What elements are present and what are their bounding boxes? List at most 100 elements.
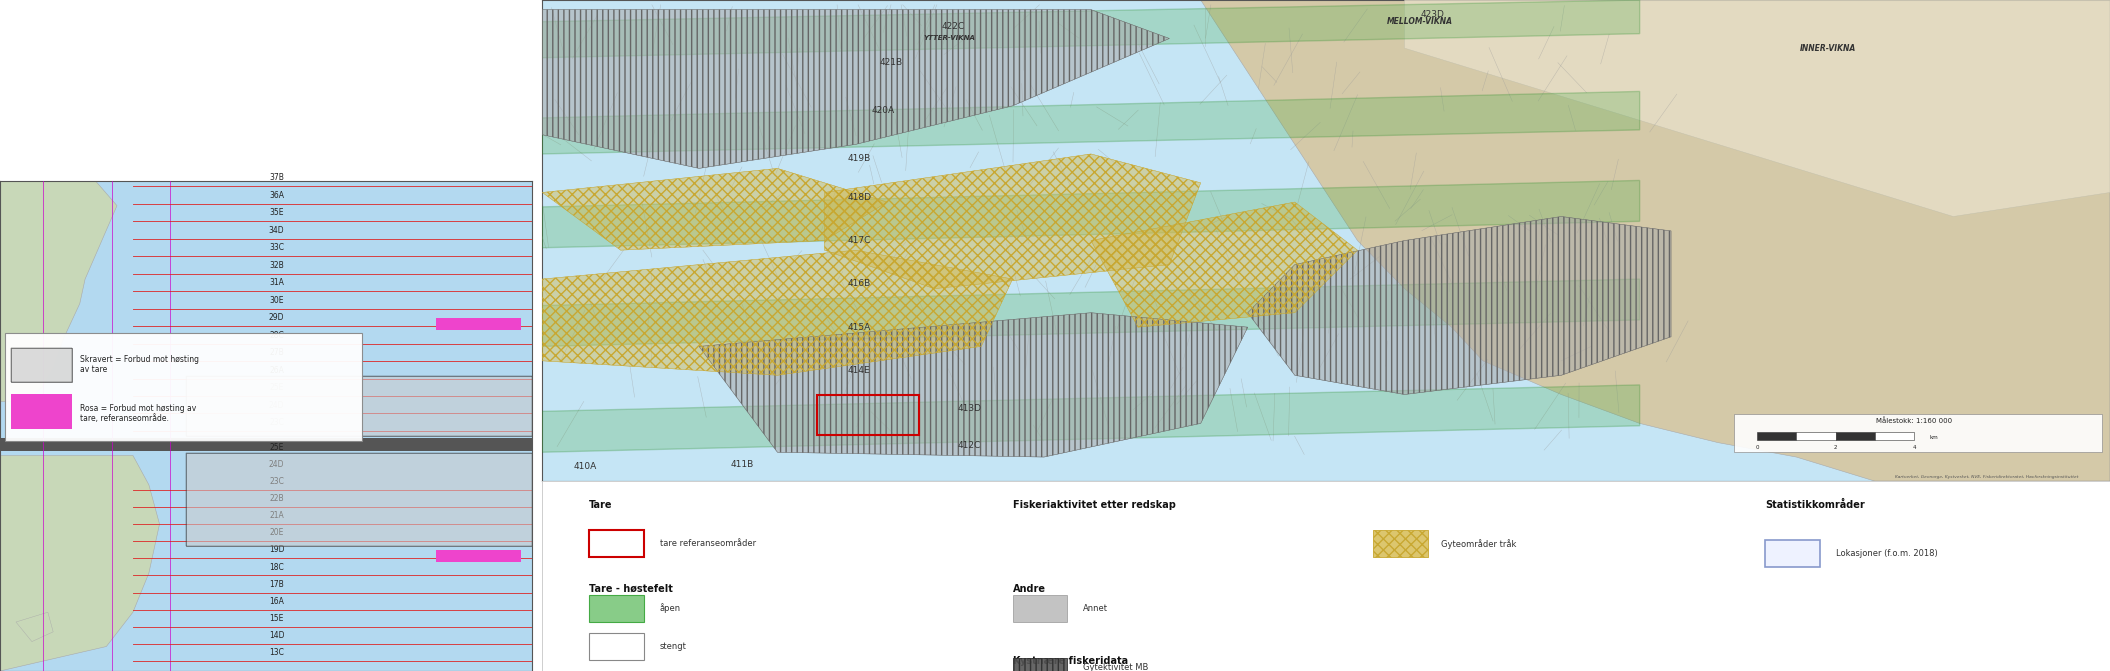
Text: 23C: 23C	[270, 418, 285, 427]
Text: av tare: av tare	[80, 365, 108, 374]
Text: 421B: 421B	[880, 58, 903, 67]
Bar	[437, 550, 521, 562]
Bar	[1013, 595, 1068, 621]
Polygon shape	[0, 181, 116, 401]
Text: Fiskeriaktivitet etter redskap: Fiskeriaktivitet etter redskap	[1013, 500, 1175, 510]
Bar	[0, 438, 532, 451]
Text: 422C: 422C	[941, 22, 964, 31]
Text: 415A: 415A	[848, 323, 871, 331]
Text: Statistikkområder: Statistikkområder	[1766, 500, 1865, 510]
Text: 32B: 32B	[270, 260, 285, 270]
Text: 28C: 28C	[270, 331, 285, 340]
Polygon shape	[17, 612, 53, 641]
Bar	[1796, 431, 1836, 440]
Bar	[1013, 658, 1068, 671]
Polygon shape	[1405, 0, 2110, 217]
Text: YTTER-VIKNA: YTTER-VIKNA	[924, 36, 975, 42]
Text: 35E: 35E	[270, 208, 283, 217]
Text: Gyteområder tråk: Gyteområder tråk	[1441, 539, 1515, 549]
Text: 25E: 25E	[270, 443, 283, 452]
Text: 15E: 15E	[270, 614, 283, 623]
Text: 18C: 18C	[270, 562, 285, 572]
Text: 13C: 13C	[270, 648, 285, 658]
Text: 17B: 17B	[270, 580, 285, 588]
Bar	[589, 595, 644, 621]
Text: Tare: Tare	[589, 500, 612, 510]
Polygon shape	[542, 0, 1639, 58]
Text: 19D: 19D	[268, 546, 285, 554]
Bar	[186, 376, 532, 436]
Text: Andre: Andre	[1013, 584, 1047, 594]
Text: Gytektivitet MB: Gytektivitet MB	[1082, 663, 1148, 671]
Text: 24D: 24D	[268, 401, 285, 409]
Bar	[11, 348, 72, 382]
Text: Kystnære fiskeridata: Kystnære fiskeridata	[1013, 656, 1127, 666]
Bar	[589, 633, 644, 660]
Polygon shape	[542, 180, 1639, 248]
Text: Tare - høstefelt: Tare - høstefelt	[589, 584, 673, 594]
Text: 21A: 21A	[270, 511, 285, 520]
Text: tare referanseområder: tare referanseområder	[660, 539, 755, 548]
Text: 414E: 414E	[848, 366, 871, 375]
Text: 419B: 419B	[848, 154, 871, 163]
Text: 33C: 33C	[268, 243, 285, 252]
Bar	[1013, 658, 1068, 671]
Text: 30E: 30E	[270, 296, 283, 305]
Text: 423D: 423D	[1420, 10, 1443, 19]
Bar	[186, 453, 532, 546]
Bar	[11, 395, 72, 429]
Text: 411B: 411B	[730, 460, 753, 469]
Text: 37B: 37B	[270, 173, 285, 182]
Polygon shape	[1201, 0, 2110, 481]
Text: 23C: 23C	[270, 477, 285, 486]
Text: Dato: 03.10.2023: Dato: 03.10.2023	[2013, 501, 2087, 509]
Text: 34D: 34D	[268, 225, 285, 235]
Text: 416B: 416B	[848, 279, 871, 289]
Polygon shape	[542, 9, 1169, 168]
Text: 4: 4	[1912, 445, 1916, 450]
Polygon shape	[542, 250, 1013, 375]
Text: 410A: 410A	[574, 462, 597, 471]
Text: 0: 0	[1756, 445, 1760, 450]
Bar	[1374, 531, 1428, 557]
Text: 22B: 22B	[270, 494, 285, 503]
Bar	[186, 453, 532, 546]
Polygon shape	[1247, 217, 1671, 395]
Polygon shape	[542, 91, 1639, 154]
Text: 29D: 29D	[268, 313, 285, 322]
Polygon shape	[542, 279, 1639, 346]
Text: Kartverket, Geonorge, Kystverket, NVE, Fiskeridirektoratet, Havforskningsinstitu: Kartverket, Geonorge, Kystverket, NVE, F…	[1895, 474, 2078, 478]
Polygon shape	[1091, 202, 1357, 327]
Text: 2: 2	[1834, 445, 1838, 450]
Text: åpen: åpen	[660, 603, 682, 613]
Text: 14D: 14D	[268, 631, 285, 640]
Text: 20E: 20E	[270, 528, 283, 537]
Polygon shape	[542, 168, 886, 250]
Bar	[1876, 431, 1914, 440]
Text: INNER-VIKNA: INNER-VIKNA	[1800, 44, 1857, 52]
Bar	[6, 333, 361, 441]
Text: 24D: 24D	[268, 460, 285, 469]
Text: stengt: stengt	[660, 642, 686, 651]
Text: 16A: 16A	[270, 597, 285, 606]
Bar	[437, 317, 521, 330]
Text: 417C: 417C	[848, 236, 871, 245]
Text: MELLOM-VIKNA: MELLOM-VIKNA	[1386, 17, 1454, 26]
Text: 412C: 412C	[958, 441, 981, 450]
Text: Målestokk: 1:160 000: Målestokk: 1:160 000	[1876, 417, 1952, 424]
Text: 413D: 413D	[958, 405, 981, 413]
Bar	[1836, 431, 1876, 440]
Polygon shape	[698, 313, 1247, 457]
Text: 36A: 36A	[268, 191, 285, 200]
Polygon shape	[0, 456, 160, 671]
Text: Annet: Annet	[1082, 604, 1108, 613]
Text: 420A: 420A	[871, 106, 895, 115]
Bar	[1374, 531, 1428, 557]
Bar	[11, 348, 72, 382]
Text: Skravert = Forbud mot høsting: Skravert = Forbud mot høsting	[80, 356, 198, 364]
Text: 418D: 418D	[848, 193, 871, 202]
Text: 25E: 25E	[270, 383, 283, 392]
Bar	[1758, 431, 1796, 440]
Polygon shape	[542, 385, 1639, 452]
Bar	[817, 395, 918, 435]
